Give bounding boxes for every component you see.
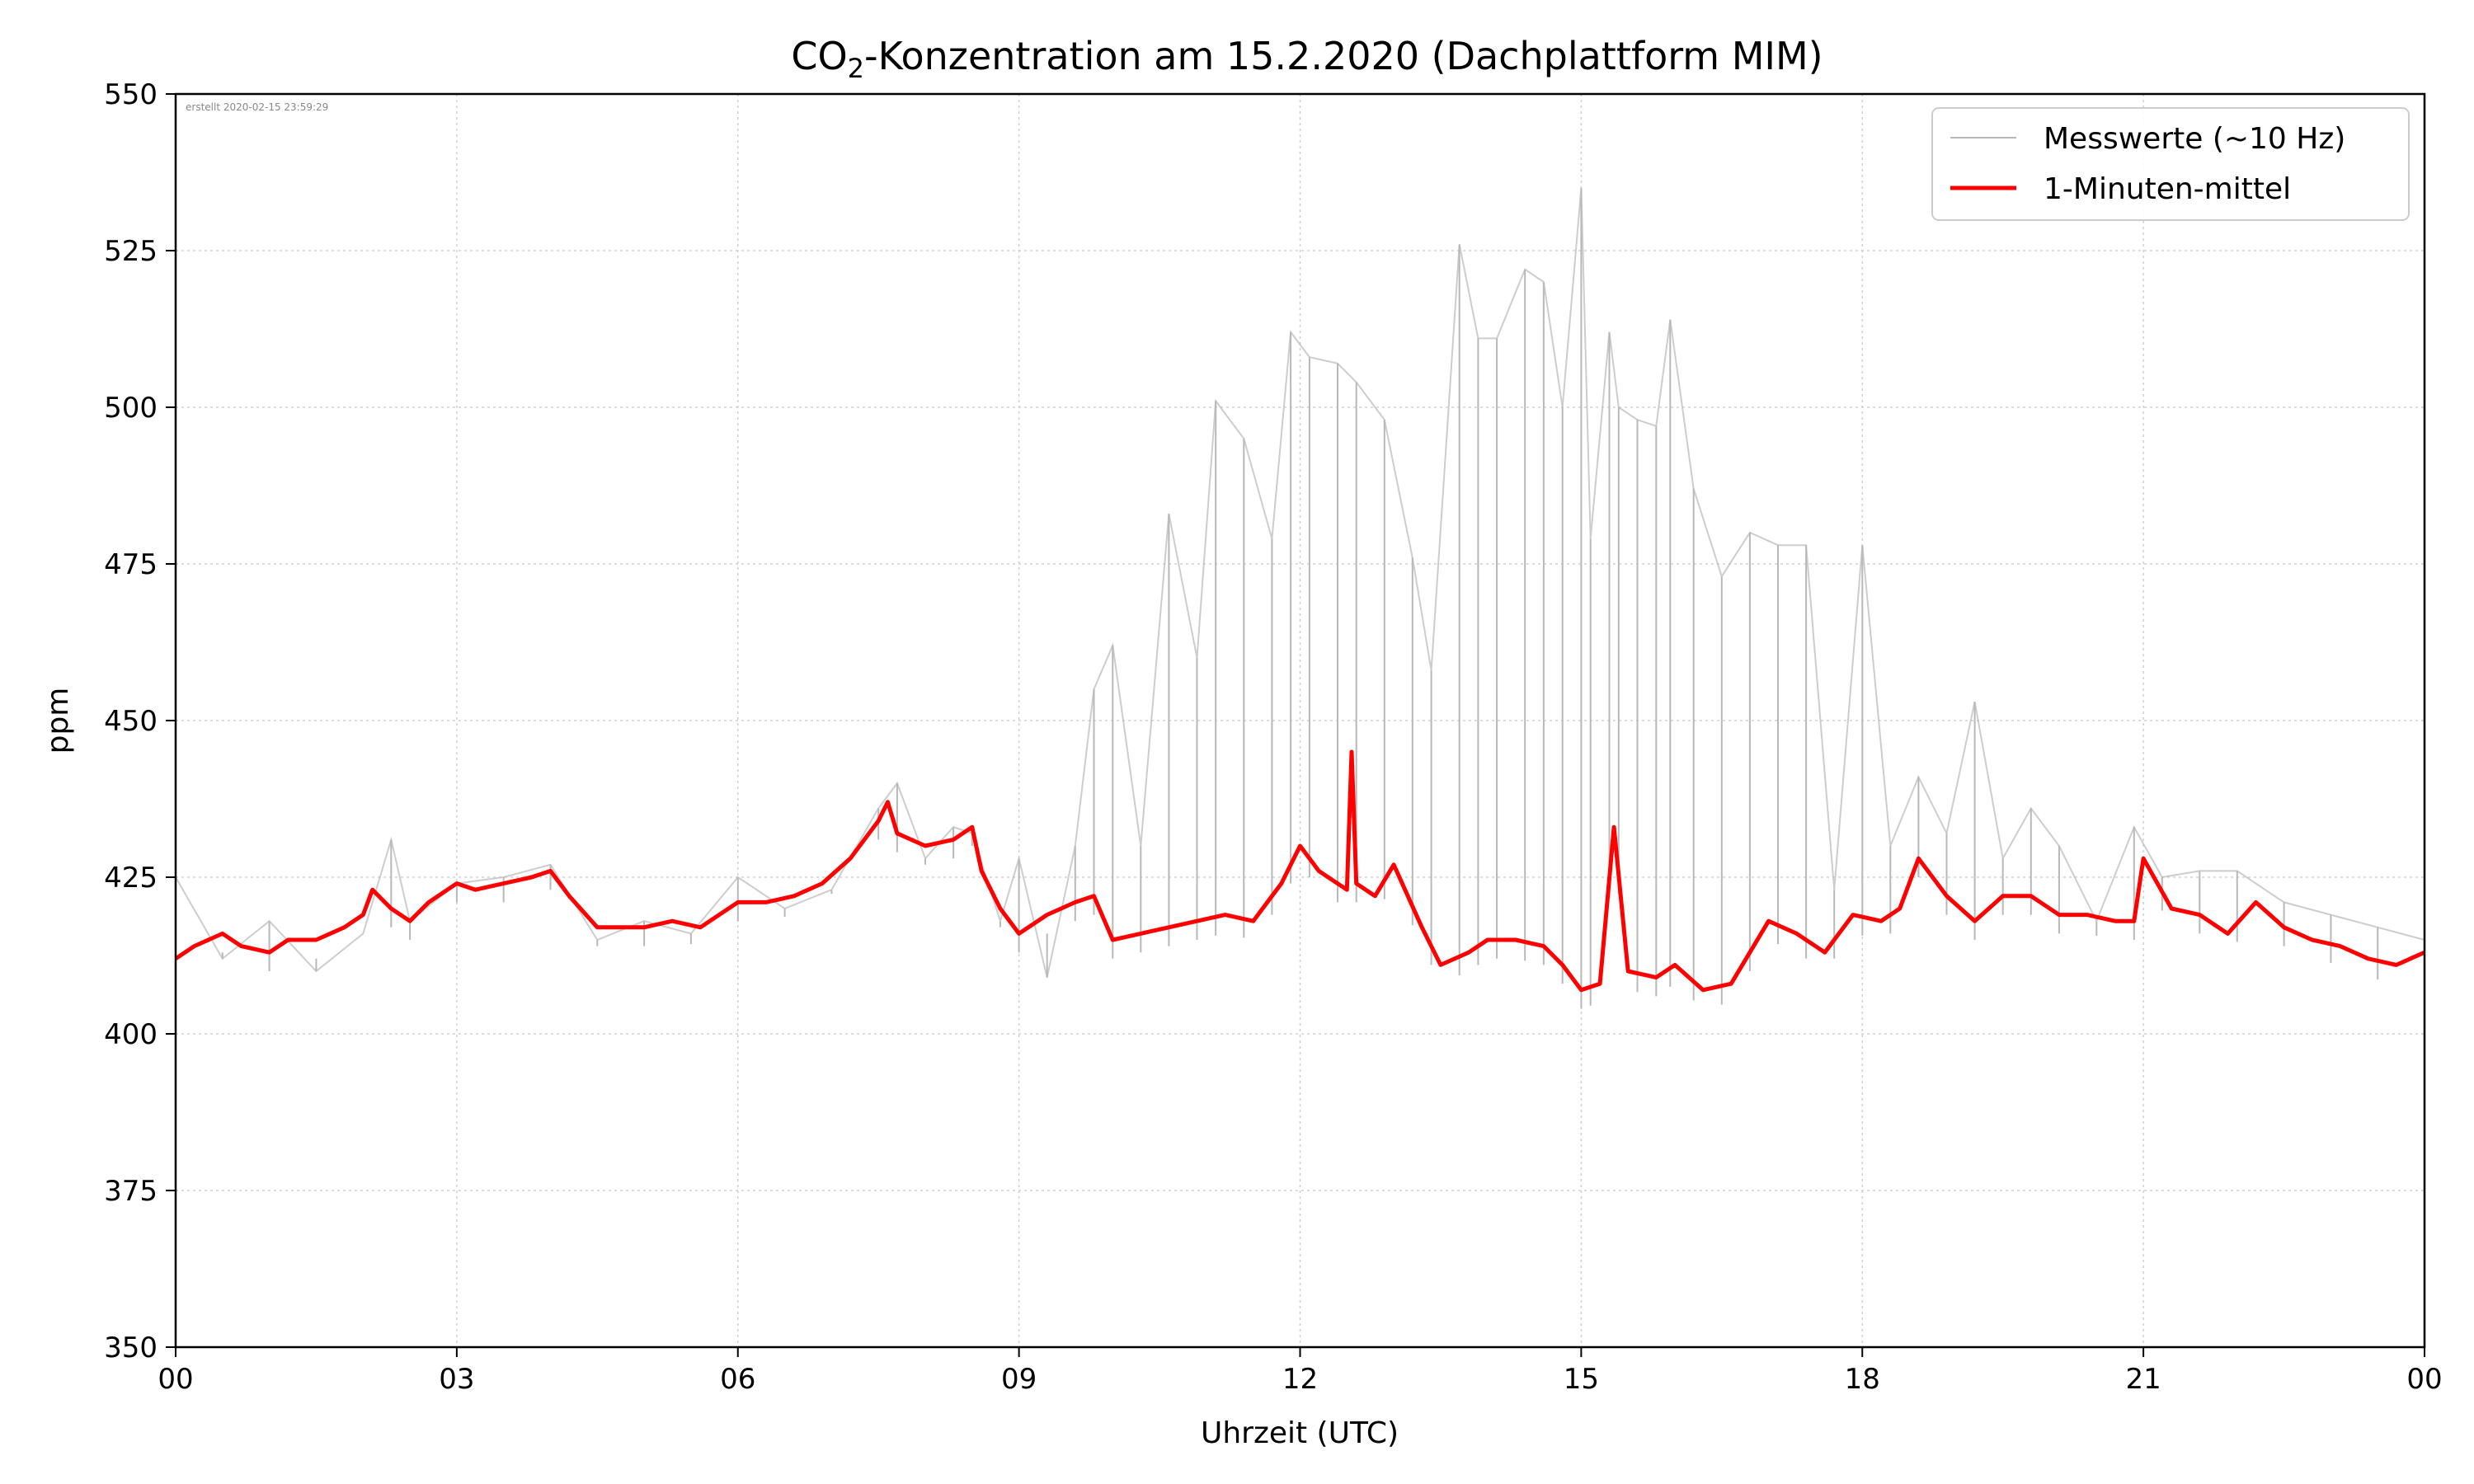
y-tick-label: 475 xyxy=(104,548,158,581)
legend-label-average: 1-Minuten-mittel xyxy=(2044,172,2291,206)
x-tick-label: 15 xyxy=(1564,1363,1599,1396)
x-tick-label: 18 xyxy=(1845,1363,1880,1396)
x-tick-label: 12 xyxy=(1282,1363,1318,1396)
y-axis-label: ppm xyxy=(41,688,75,754)
x-tick-label: 09 xyxy=(1001,1363,1037,1396)
y-tick-label: 425 xyxy=(104,862,158,895)
x-tick-label: 00 xyxy=(2406,1363,2442,1396)
legend: Messwerte (~10 Hz) 1-Minuten-mittel xyxy=(1931,107,2410,221)
created-note: erstellt 2020-02-15 23:59:29 xyxy=(186,101,328,113)
y-tick-label: 400 xyxy=(104,1018,158,1051)
x-tick-label: 06 xyxy=(720,1363,755,1396)
y-tick-label: 500 xyxy=(104,392,158,425)
legend-box xyxy=(1931,107,2410,221)
x-tick-label: 03 xyxy=(439,1363,474,1396)
chart-title: CO2-Konzentration am 15.2.2020 (Dachplat… xyxy=(791,34,1823,84)
y-tick-label: 350 xyxy=(104,1331,158,1364)
y-axis: 350 375 400 425 450 475 500 525 550 xyxy=(104,78,176,1364)
x-axis: 00 03 06 09 12 15 18 21 00 xyxy=(158,1347,2443,1396)
x-tick-label: 00 xyxy=(158,1363,193,1396)
y-tick-label: 525 xyxy=(104,235,158,268)
x-tick-label: 21 xyxy=(2125,1363,2161,1396)
y-tick-label: 550 xyxy=(104,78,158,111)
y-tick-label: 450 xyxy=(104,705,158,738)
legend-label-measurements: Messwerte (~10 Hz) xyxy=(2044,122,2345,156)
y-tick-label: 375 xyxy=(104,1175,158,1208)
average-series xyxy=(174,749,2426,993)
x-axis-label: Uhrzeit (UTC) xyxy=(1201,1416,1399,1450)
measurement-line xyxy=(175,187,2425,978)
